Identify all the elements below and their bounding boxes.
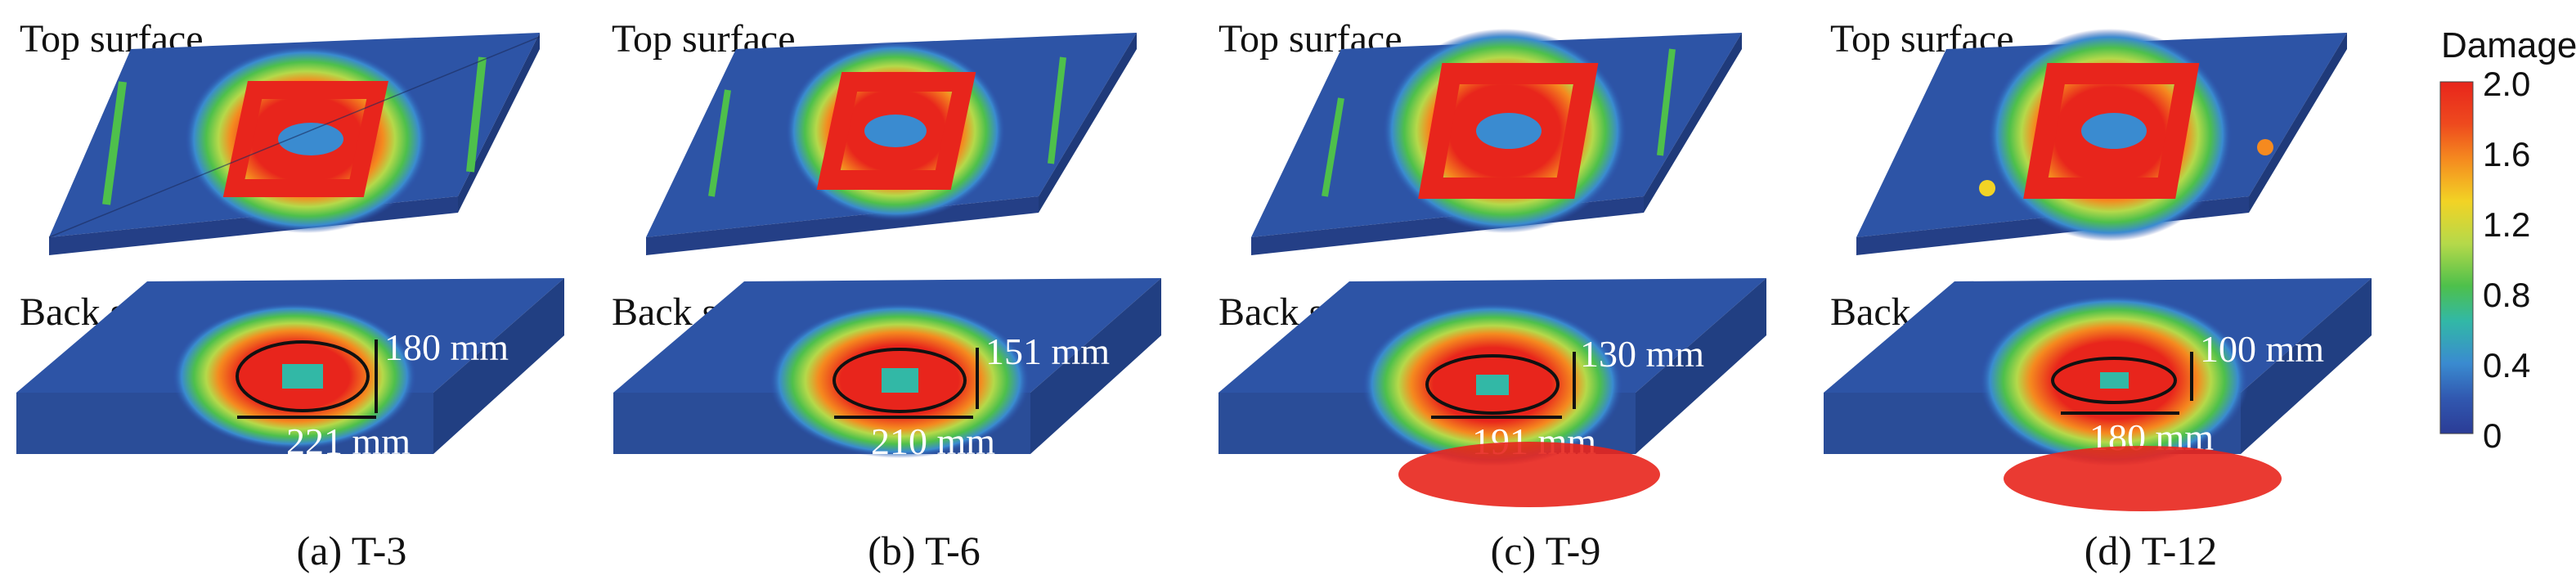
colorbar-gradient — [2439, 81, 2474, 434]
back-surface-plate: 130 mm 191 mm — [1218, 278, 1766, 507]
dimension-horizontal: 221 mm — [286, 420, 411, 462]
panel-caption: (a) T-3 — [296, 528, 407, 573]
colorbar-tick: 0.8 — [2483, 276, 2531, 314]
back-surface-plate: 100 mm 180 mm — [1824, 278, 2372, 511]
colorbar-title: Damage — [2441, 25, 2576, 65]
dimension-vertical: 130 mm — [1580, 333, 1704, 375]
colorbar-tick: 2.0 — [2483, 65, 2531, 103]
top-surface-plate — [646, 33, 1137, 255]
panel-caption: (d) T-12 — [2084, 528, 2218, 573]
top-surface-plate — [1856, 29, 2347, 255]
colorbar-tick: 0 — [2483, 416, 2502, 455]
dimension-horizontal: 210 mm — [871, 420, 995, 462]
colorbar-tick: 0.4 — [2483, 346, 2531, 384]
dimension-vertical: 180 mm — [384, 326, 509, 368]
panel-caption: (c) T-9 — [1490, 528, 1601, 573]
colorbar-tick: 1.2 — [2483, 205, 2531, 244]
colorbar-tick: 1.6 — [2483, 135, 2531, 173]
back-surface-plate: 151 mm 210 mm — [613, 278, 1161, 462]
back-surface-plate: 180 mm 221 mm — [16, 278, 564, 462]
panel-caption: (b) T-6 — [868, 528, 981, 573]
dimension-vertical: 151 mm — [985, 330, 1110, 372]
top-surface-plate — [1251, 29, 1742, 255]
top-surface-plate — [48, 33, 541, 255]
dimension-vertical: 100 mm — [2200, 328, 2324, 370]
